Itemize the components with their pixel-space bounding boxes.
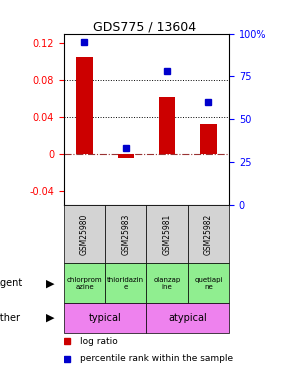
- Bar: [146, 263, 188, 303]
- Bar: [146, 303, 229, 333]
- Bar: [146, 205, 188, 263]
- Bar: [188, 205, 229, 263]
- Text: GSM25980: GSM25980: [80, 213, 89, 255]
- Bar: [117, 154, 134, 159]
- Text: quetiapi
ne: quetiapi ne: [194, 277, 223, 290]
- Text: agent: agent: [0, 278, 23, 288]
- Bar: [76, 57, 93, 154]
- Text: typical: typical: [89, 313, 122, 323]
- Bar: [64, 263, 105, 303]
- Text: olanzap
ine: olanzap ine: [153, 277, 181, 290]
- Bar: [105, 263, 146, 303]
- Text: chlorprom
azine: chlorprom azine: [67, 277, 102, 290]
- Text: GDS775 / 13604: GDS775 / 13604: [93, 21, 197, 34]
- Text: GSM25981: GSM25981: [163, 213, 172, 255]
- Bar: [188, 263, 229, 303]
- Bar: [200, 124, 217, 154]
- Text: thioridazin
e: thioridazin e: [107, 277, 144, 290]
- Text: percentile rank within the sample: percentile rank within the sample: [80, 354, 233, 363]
- Text: atypical: atypical: [168, 313, 207, 323]
- Bar: [64, 205, 105, 263]
- Bar: [105, 205, 146, 263]
- Text: other: other: [0, 313, 20, 323]
- Text: ▶: ▶: [46, 313, 55, 323]
- Text: GSM25983: GSM25983: [121, 213, 130, 255]
- Bar: [159, 96, 175, 154]
- Text: ▶: ▶: [46, 278, 55, 288]
- Bar: [64, 303, 146, 333]
- Text: GSM25982: GSM25982: [204, 213, 213, 255]
- Text: log ratio: log ratio: [80, 337, 118, 346]
